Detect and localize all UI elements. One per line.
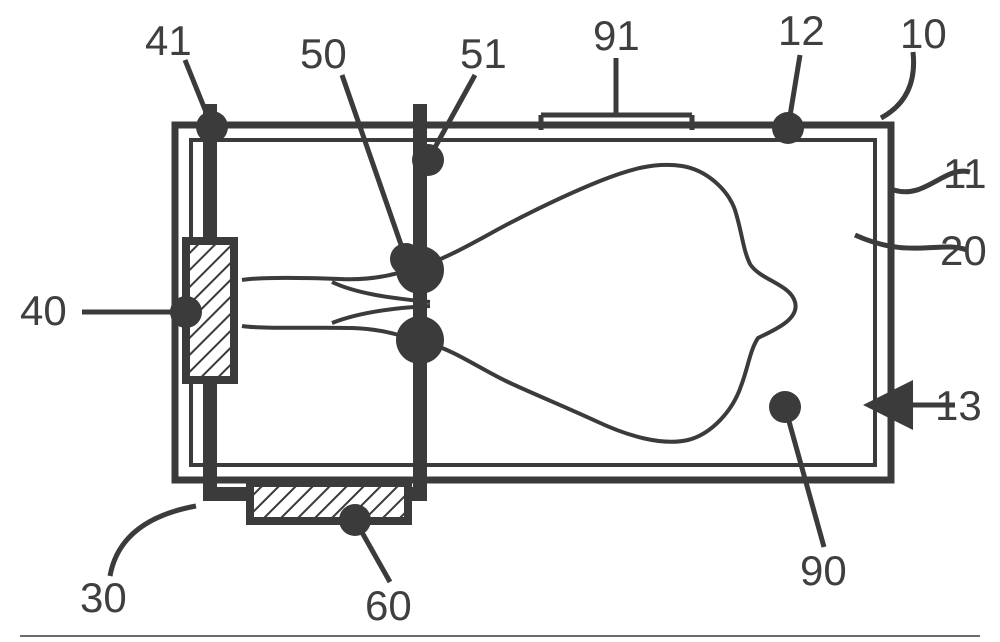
label-20: 20	[940, 227, 987, 274]
patient-outline	[242, 165, 796, 442]
outer-frame	[175, 125, 891, 480]
label-13: 13	[935, 382, 982, 429]
label-51: 51	[460, 30, 507, 77]
knob-lower	[396, 316, 444, 364]
label-41: 41	[145, 17, 192, 64]
rail-right	[413, 104, 427, 501]
block-60	[250, 483, 408, 521]
label-30: 30	[80, 574, 127, 621]
diagram-canvas: 91 12 10 11 20 13 90 60 30 40 41 50 51	[0, 0, 1000, 642]
block-40	[186, 241, 234, 380]
label-90: 90	[800, 547, 847, 594]
inner-frame	[191, 140, 875, 465]
label-12: 12	[778, 7, 825, 54]
label-11: 11	[943, 150, 987, 197]
label-91: 91	[593, 12, 640, 59]
label-40: 40	[20, 287, 67, 334]
label-60: 60	[365, 582, 412, 629]
label-10: 10	[900, 10, 947, 57]
label-50: 50	[300, 30, 347, 77]
